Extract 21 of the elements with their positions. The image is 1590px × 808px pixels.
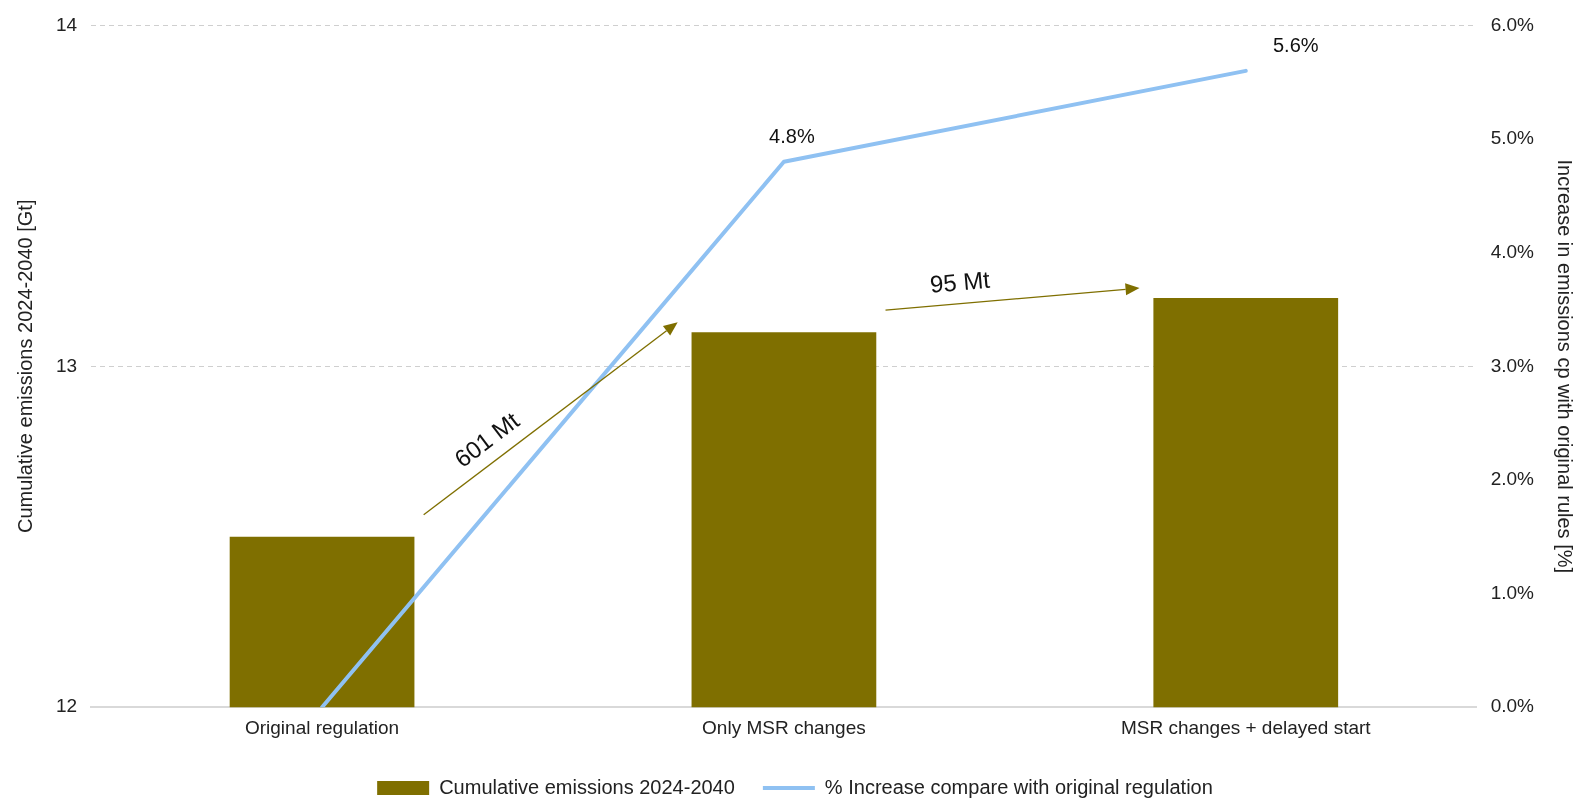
legend-label: Cumulative emissions 2024-2040 — [439, 775, 735, 798]
data-label: 5.6% — [1272, 34, 1319, 57]
data-label: 4.8% — [769, 125, 815, 148]
legend-label: % Increase compare with original regulation — [824, 775, 1213, 798]
y-tick-label: 12 — [55, 695, 78, 717]
y2-axis-title: Increase in emissions cp with original rules [%] — [1554, 159, 1577, 574]
annotation: 95 Mt — [928, 265, 992, 298]
y2-tick-label: 3.0% — [1490, 354, 1535, 376]
y2-tick-label: 5.0% — [1490, 127, 1535, 149]
y2-tick-label: 6.0% — [1490, 13, 1535, 35]
y-tick-label: 13 — [55, 354, 78, 376]
x-tick-label: Only MSR changes — [702, 716, 866, 738]
y2-tick-label: 0.0% — [1490, 695, 1535, 717]
x-tick-label: Original regulation — [244, 716, 400, 738]
x-tick-label: MSR changes + delayed start — [1120, 716, 1372, 738]
y2-tick-label: 4.0% — [1490, 240, 1535, 262]
y2-tick-label: 2.0% — [1490, 468, 1535, 490]
y-axis-title: Cumulative emissions 2024-2040 [Gt] — [13, 199, 36, 534]
annotation: 601 Mt — [449, 406, 525, 473]
y-tick-label: 14 — [55, 13, 78, 35]
y2-tick-label: 1.0% — [1490, 581, 1535, 603]
